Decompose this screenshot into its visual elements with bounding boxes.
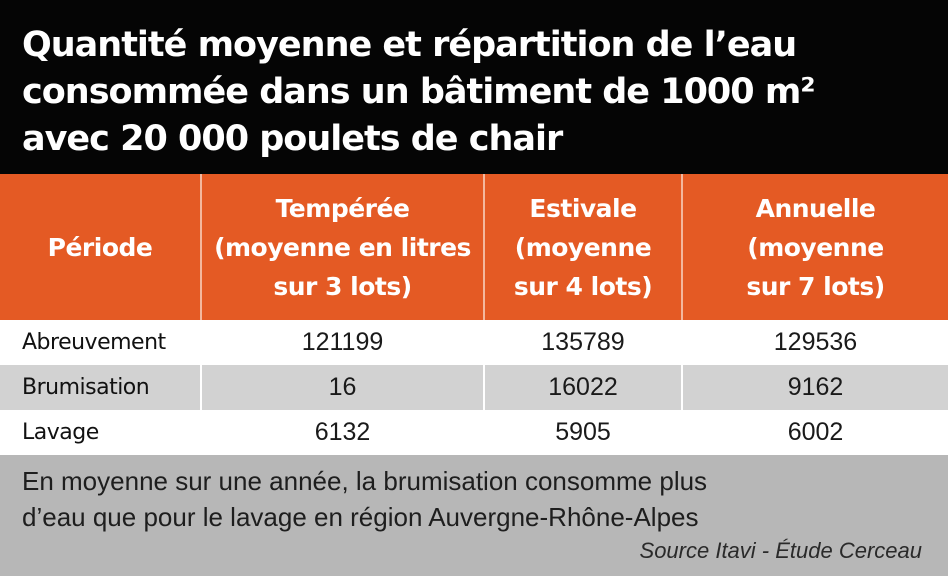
table-row-lavage: Lavage 6132 5905 6002 xyxy=(0,410,948,455)
row-label-abreuvement: Abreuvement xyxy=(0,320,201,365)
footer-note: En moyenne sur une année, la brumisation… xyxy=(0,455,948,576)
title-line-2: consommée dans un bâtiment de 1000 m² xyxy=(22,72,816,112)
cell-abreuvement-estivale: 135789 xyxy=(483,320,682,365)
header-periode: Période xyxy=(0,174,201,320)
header-annuelle: Annuelle (moyenne sur 7 lots) xyxy=(681,174,948,320)
row-label-lavage: Lavage xyxy=(0,410,201,455)
cell-lavage-temperee: 6132 xyxy=(200,410,484,455)
table-row-abreuvement: Abreuvement 121199 135789 129536 xyxy=(0,320,948,365)
header-annuelle-line-2: (moyenne xyxy=(747,232,884,262)
title-line-3: avec 20 000 poulets de chair xyxy=(22,119,563,159)
title-banner: Quantité moyenne et répartition de l’eau… xyxy=(0,0,948,174)
cell-abreuvement-temperee: 121199 xyxy=(200,320,484,365)
water-consumption-table: Période Tempérée (moyenne en litres sur … xyxy=(0,174,948,455)
header-temperee-line-3: sur 3 lots) xyxy=(273,271,412,301)
header-annuelle-line-1: Annuelle xyxy=(755,193,876,223)
cell-lavage-estivale: 5905 xyxy=(483,410,682,455)
header-temperee-line-1: Tempérée xyxy=(275,193,410,223)
header-estivale-line-1: Estivale xyxy=(529,193,637,223)
note-line-2: d’eau que pour le lavage en région Auver… xyxy=(22,502,699,532)
cell-brumisation-estivale: 16022 xyxy=(483,365,682,410)
row-label-brumisation: Brumisation xyxy=(0,365,201,410)
header-estivale: Estivale (moyenne sur 4 lots) xyxy=(483,174,682,320)
header-temperee: Tempérée (moyenne en litres sur 3 lots) xyxy=(200,174,484,320)
table-row-brumisation: Brumisation 16 16022 9162 xyxy=(0,365,948,410)
header-annuelle-line-3: sur 7 lots) xyxy=(746,271,885,301)
header-estivale-line-3: sur 4 lots) xyxy=(513,271,653,301)
header-temperee-line-2: (moyenne en litres xyxy=(214,232,471,262)
cell-brumisation-annuelle: 9162 xyxy=(681,365,948,410)
header-periode-line-1: Période xyxy=(47,232,153,262)
table-header-row: Période Tempérée (moyenne en litres sur … xyxy=(0,174,948,320)
cell-abreuvement-annuelle: 129536 xyxy=(681,320,948,365)
title-line-1: Quantité moyenne et répartition de l’eau xyxy=(22,25,797,65)
note-line-1: En moyenne sur une année, la brumisation… xyxy=(22,466,708,496)
cell-brumisation-temperee: 16 xyxy=(200,365,484,410)
header-estivale-line-2: (moyenne xyxy=(514,232,652,262)
cell-lavage-annuelle: 6002 xyxy=(681,410,948,455)
source-credit: Source Itavi - Étude Cerceau xyxy=(639,538,922,563)
